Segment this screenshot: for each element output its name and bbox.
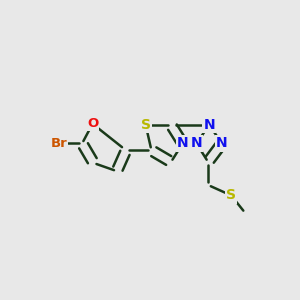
Text: S: S	[141, 118, 151, 132]
Text: N: N	[216, 136, 228, 150]
Text: Br: Br	[51, 137, 68, 150]
Text: N: N	[177, 136, 188, 150]
Text: O: O	[87, 117, 98, 130]
Text: S: S	[226, 188, 236, 203]
Text: N: N	[203, 118, 215, 132]
Text: N: N	[191, 136, 202, 150]
